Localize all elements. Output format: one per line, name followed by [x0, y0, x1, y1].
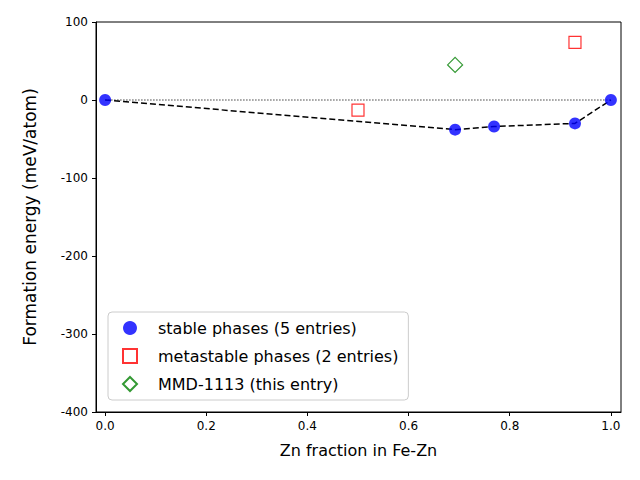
- svg-text:0: 0: [80, 93, 88, 107]
- svg-text:0.2: 0.2: [197, 419, 216, 433]
- svg-text:-200: -200: [61, 249, 88, 263]
- svg-text:metastable phases (2 entries): metastable phases (2 entries): [158, 347, 398, 366]
- svg-text:stable phases (5 entries): stable phases (5 entries): [158, 319, 357, 338]
- svg-text:-300: -300: [61, 327, 88, 341]
- svg-text:-100: -100: [61, 171, 88, 185]
- svg-text:Formation energy (meV/atom): Formation energy (meV/atom): [20, 88, 40, 346]
- svg-text:0.6: 0.6: [399, 419, 418, 433]
- svg-text:MMD-1113 (this entry): MMD-1113 (this entry): [158, 375, 339, 394]
- svg-text:0.4: 0.4: [298, 419, 317, 433]
- svg-text:1.0: 1.0: [601, 419, 620, 433]
- svg-text:Zn fraction in Fe-Zn: Zn fraction in Fe-Zn: [280, 441, 437, 460]
- svg-text:0.8: 0.8: [500, 419, 519, 433]
- svg-text:-400: -400: [61, 405, 88, 419]
- svg-text:0.0: 0.0: [96, 419, 115, 433]
- svg-text:100: 100: [65, 15, 88, 29]
